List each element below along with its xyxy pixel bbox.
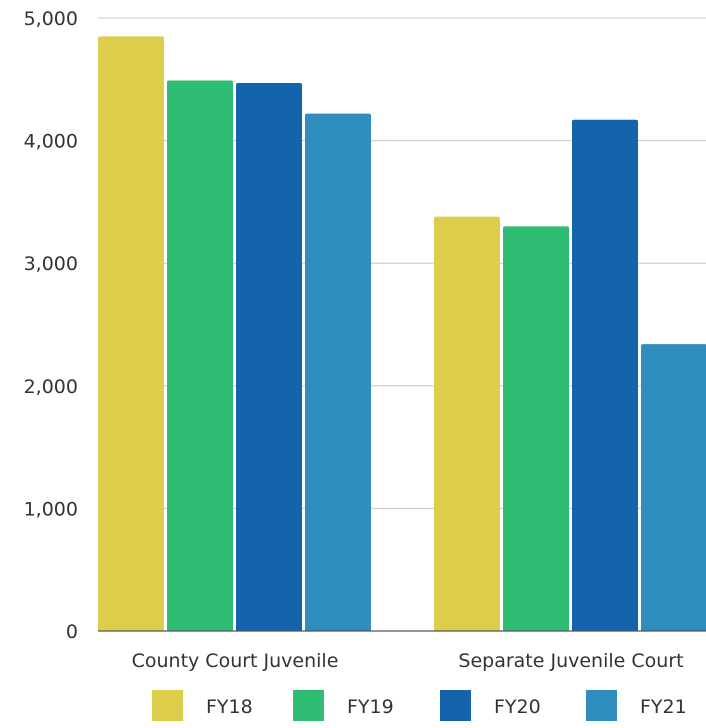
legend-label-fy21: FY21	[640, 696, 687, 718]
y-tick-label: 3,000	[24, 253, 78, 275]
x-category-label: Separate Juvenile Court	[458, 650, 683, 672]
legend-swatch-fy19	[293, 690, 324, 721]
bar-fy21-separate-juvenile-court	[641, 344, 706, 631]
y-axis-ticks: 0 1,000 2,000 3,000 4,000 5,000	[24, 8, 78, 643]
bar-fy20-separate-juvenile-court	[572, 119, 638, 632]
y-tick-label: 2,000	[24, 376, 78, 398]
legend: FY18 FY19 FY20 FY21	[152, 690, 687, 721]
bar-fy19-county-court-juvenile	[167, 80, 233, 631]
legend-swatch-fy20	[440, 690, 471, 721]
legend-swatch-fy21	[586, 690, 617, 721]
y-tick-label: 4,000	[24, 131, 78, 153]
bars	[98, 36, 706, 632]
y-tick-label: 5,000	[24, 8, 78, 30]
bar-fy19-separate-juvenile-court	[503, 226, 569, 632]
legend-swatch-fy18	[152, 690, 183, 721]
bar-fy18-county-court-juvenile	[98, 36, 164, 631]
y-tick-label: 1,000	[24, 498, 78, 520]
legend-label-fy19: FY19	[347, 696, 394, 718]
x-category-label: County Court Juvenile	[132, 650, 339, 672]
bar-fy18-separate-juvenile-court	[434, 216, 500, 631]
y-tick-label: 0	[66, 621, 78, 643]
bar-fy21-county-court-juvenile	[305, 113, 371, 632]
x-axis: County Court Juvenile Separate Juvenile C…	[98, 630, 706, 672]
legend-label-fy18: FY18	[206, 696, 253, 718]
bar-fy20-county-court-juvenile	[236, 82, 302, 631]
legend-label-fy20: FY20	[494, 696, 541, 718]
